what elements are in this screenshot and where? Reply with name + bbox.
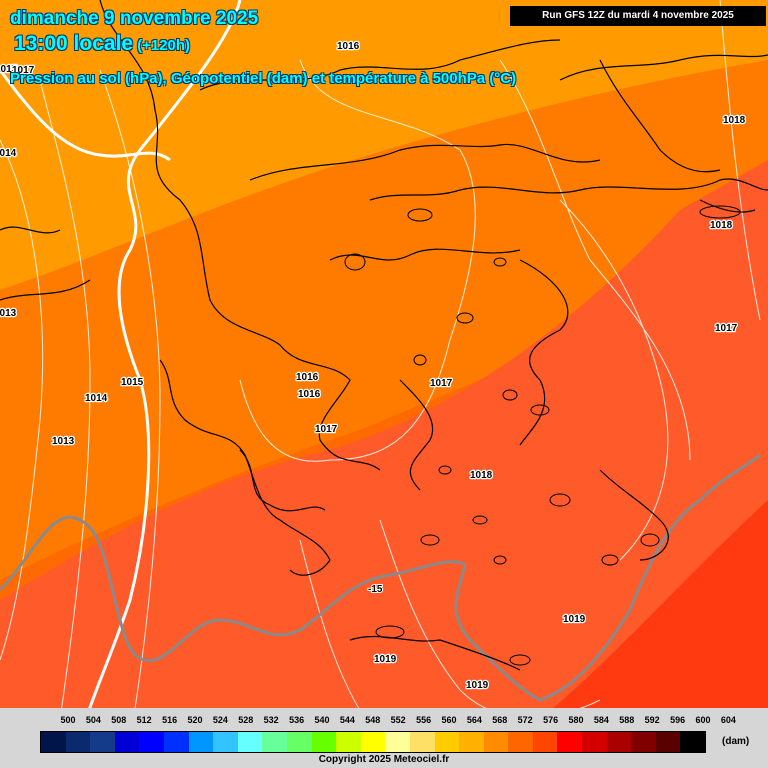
pressure-label: 1019 (563, 614, 586, 625)
pressure-label: 1018 (710, 220, 733, 231)
copyright: Copyright 2025 Meteociel.fr (318, 754, 450, 765)
legend-tick: 604 (720, 715, 736, 725)
legend-tick: 504 (85, 715, 101, 725)
legend-swatch (434, 732, 460, 752)
legend-swatch (459, 732, 484, 752)
legend-tick: 520 (187, 715, 203, 725)
pressure-label: 1015 (121, 377, 144, 388)
isotherm-minus15 (0, 453, 761, 702)
temperature-label: -15 (368, 584, 383, 595)
legend-swatch (41, 732, 66, 752)
legend-tick: 508 (111, 715, 127, 725)
legend-swatch (557, 732, 583, 752)
pressure-label: 1014 (85, 393, 108, 404)
legend-tick: 564 (466, 715, 482, 725)
legend-swatch (360, 732, 386, 752)
pressure-label: 1018 (470, 470, 493, 481)
forecast-offset: (+120h) (137, 37, 191, 54)
legend-tick: 540 (314, 715, 330, 725)
legend-swatch (90, 732, 115, 752)
legend-swatch (237, 732, 263, 752)
legend-unit: (dam) (722, 736, 750, 747)
legend-ticks: 500 504 508 512 516 520 524 528 532 536 540 544 548 5… (40, 715, 735, 729)
legend-tick: 588 (619, 715, 635, 725)
pressure-label: 1016 (337, 41, 360, 52)
legend-tick: 572 (517, 715, 533, 725)
legend-tick: 576 (543, 715, 559, 725)
legend-swatch (286, 732, 312, 752)
legend-tick: 536 (289, 715, 305, 725)
legend-swatch (409, 732, 435, 752)
legend-swatch (213, 732, 238, 752)
band-580 (470, 500, 768, 768)
legend-tick: 500 (60, 715, 76, 725)
legend-swatch (139, 732, 164, 752)
pressure-label: 1017 (715, 323, 738, 334)
legend-tick: 552 (390, 715, 406, 725)
pressure-label: 1019 (466, 680, 489, 691)
legend-swatch (336, 732, 361, 752)
legend-swatch (655, 732, 681, 752)
time-title: 13:00 locale (+120h) (14, 32, 190, 56)
geopotential-contour-north (0, 69, 171, 162)
pressure-label: 1017 (12, 65, 35, 76)
pressure-label: 1015 (0, 64, 18, 75)
legend-tick: 524 (212, 715, 228, 725)
legend-swatch (508, 732, 533, 752)
geopotential-contour (78, 0, 242, 741)
legend-swatch (483, 732, 509, 752)
legend-swatch (163, 732, 189, 752)
pressure-label: 1014 (0, 148, 17, 159)
legend-swatch (631, 732, 656, 752)
legend-swatch (582, 732, 607, 752)
legend-tick: 580 (568, 715, 584, 725)
legend-tick: 600 (695, 715, 711, 725)
pressure-label: 1017 (315, 424, 338, 435)
band-576 (0, 160, 768, 768)
legend-tick: 592 (644, 715, 660, 725)
legend-swatch (311, 732, 337, 752)
pressure-label: 1019 (374, 654, 397, 665)
legend-swatch (262, 732, 287, 752)
pressure-labels: 1016 1015 1014 1013 1018 1018 1017 1015 … (0, 40, 747, 693)
legend-tick: 596 (670, 715, 686, 725)
legend-swatch (114, 732, 140, 752)
run-info: Run GFS 12Z du mardi 4 novembre 2025 (510, 6, 766, 26)
legend-tick: 512 (136, 715, 152, 725)
color-legend: 500 504 508 512 516 520 524 528 532 536 540 544 548 5… (0, 708, 768, 768)
legend-tick: 584 (593, 715, 609, 725)
legend-tick: 568 (492, 715, 508, 725)
coastlines-borders (0, 0, 768, 671)
pressure-label: 1013 (0, 308, 17, 319)
legend-tick: 548 (365, 715, 381, 725)
time-label: 13:00 locale (14, 32, 134, 55)
pressure-label: 1013 (52, 436, 75, 447)
legend-tick: 516 (162, 715, 178, 725)
legend-swatch (532, 732, 558, 752)
legend-tick: 528 (238, 715, 254, 725)
legend-swatch (188, 732, 214, 752)
legend-swatch (680, 732, 706, 752)
legend-swatch (65, 732, 91, 752)
islands (344, 205, 741, 666)
legend-swatches (40, 731, 707, 753)
pressure-label: 1016 (296, 372, 319, 383)
legend-swatch (606, 732, 632, 752)
product-title: Pression au sol (hPa), Géopotentiel (dam… (10, 70, 517, 87)
legend-tick: 544 (339, 715, 355, 725)
pressure-label: 1017 (430, 378, 453, 389)
legend-swatch (385, 732, 410, 752)
date-title: dimanche 9 novembre 2025 (10, 8, 259, 29)
legend-tick: 532 (263, 715, 279, 725)
pressure-label: 1018 (723, 115, 746, 126)
legend-tick: 556 (416, 715, 432, 725)
pressure-label: 1016 (298, 389, 321, 400)
legend-tick: 560 (441, 715, 457, 725)
